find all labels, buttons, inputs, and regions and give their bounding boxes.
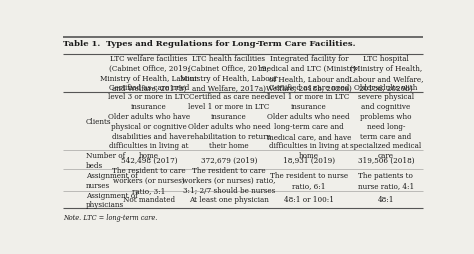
Text: Table 1.  Types and Regulations for Long-Term Care Facilities.: Table 1. Types and Regulations for Long-… — [63, 40, 356, 48]
Text: Certified as care need
level 3 or more in LTC
insurance
Older adults who have
ph: Certified as care need level 3 or more i… — [108, 83, 190, 160]
Text: Not mandated: Not mandated — [123, 196, 175, 204]
Text: 319,506 (2018): 319,506 (2018) — [357, 156, 414, 164]
Text: LTC hospital
(Ministry of Health,
Labour and Welfare,
2018d, 2020b): LTC hospital (Ministry of Health, Labour… — [349, 55, 423, 92]
Text: Certified as care need
level 1 or more in LTC
insurance
Older adults who need
lo: Certified as care need level 1 or more i… — [266, 83, 351, 160]
Text: The resident to care
workers (or nurses)
ratio, 3:1: The resident to care workers (or nurses)… — [112, 167, 186, 194]
Text: The resident to care
workers (or nurses) ratio,
3:1; 2/7 should be nurses: The resident to care workers (or nurses)… — [182, 167, 275, 194]
Text: 48:1 or 100:1: 48:1 or 100:1 — [284, 196, 334, 204]
Text: 48:1: 48:1 — [378, 196, 394, 204]
Text: Number of
beds: Number of beds — [86, 151, 125, 169]
Text: 542,498 (2017): 542,498 (2017) — [121, 156, 177, 164]
Text: Integrated facility for
medical and LTC (Ministry
of Health, Labour and
Welfare,: Integrated facility for medical and LTC … — [260, 55, 357, 92]
Text: Certified as care need
level 1 or more in LTC
insurance
Older adults who need
re: Certified as care need level 1 or more i… — [187, 93, 271, 150]
Text: 372,679 (2019): 372,679 (2019) — [201, 156, 257, 164]
Text: Assignment of
physicians: Assignment of physicians — [86, 191, 138, 209]
Text: The resident to nurse
ratio, 6:1: The resident to nurse ratio, 6:1 — [270, 171, 348, 189]
Text: Clients: Clients — [86, 118, 111, 125]
Text: The patients to
nurse ratio, 4:1: The patients to nurse ratio, 4:1 — [358, 171, 414, 189]
Text: LTC health facilities
(Cabinet Office, 2019;
Ministry of Health, Labour
and Welf: LTC health facilities (Cabinet Office, 2… — [180, 55, 278, 92]
Text: LTC welfare facilities
(Cabinet Office, 2019;
Ministry of Health, Labour
and Wel: LTC welfare facilities (Cabinet Office, … — [100, 55, 198, 92]
Text: Note. LTC = long-term care.: Note. LTC = long-term care. — [63, 213, 157, 221]
Text: Older adults with
severe physical
and cognitive
problems who
need long-
term car: Older adults with severe physical and co… — [350, 83, 421, 160]
Text: At least one physician: At least one physician — [189, 196, 269, 204]
Text: 18,931 (2019): 18,931 (2019) — [283, 156, 335, 164]
Text: Assignment of
nurses: Assignment of nurses — [86, 171, 138, 189]
